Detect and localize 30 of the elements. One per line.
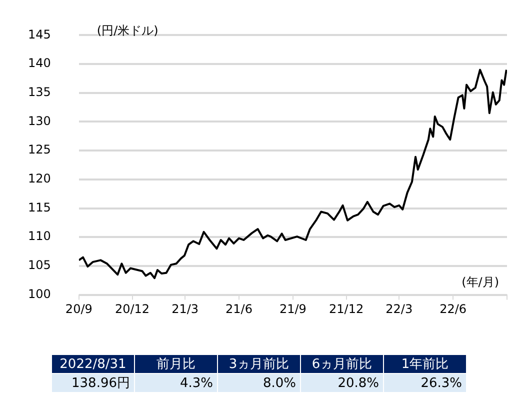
x-tick-label: 21/3 [172,302,199,316]
y-tick-label: 130 [28,114,51,128]
y-tick-label: 110 [28,229,51,244]
y-tick-label: 145 [28,27,51,42]
text: 2022/8/31 [52,355,134,373]
text: 138.96円 [52,374,134,392]
text: 6ヵ月前比 [301,355,383,373]
y-tick-label: 135 [28,85,51,100]
text: 20.8% [301,374,383,392]
text: 1年前比 [384,355,466,373]
y-tick-label: 100 [28,286,51,301]
x-axis-title: (年/月) [462,274,499,289]
y-tick-label: 115 [28,200,51,214]
y-tick-label: 105 [28,258,51,272]
y-tick-label: 120 [28,172,51,186]
text: 26.3% [384,374,466,392]
text: 4.3% [135,374,217,392]
x-tick-label: 22/6 [440,302,467,316]
x-tick-label: 21/9 [279,302,306,316]
text: 3ヵ月前比 [218,355,300,373]
y-axis-title: (円/米ドル) [96,23,158,38]
y-tick-label: 140 [28,56,51,70]
y-tick-label: 125 [28,142,51,157]
x-tick-label: 21/12 [329,302,364,316]
x-tick-label: 21/6 [226,302,252,316]
x-tick-label: 20/9 [65,302,92,316]
text: 8.0% [218,374,300,392]
x-tick-label: 20/12 [114,302,150,316]
text: 前月比 [135,355,217,373]
x-tick-label: 22/3 [386,302,413,316]
